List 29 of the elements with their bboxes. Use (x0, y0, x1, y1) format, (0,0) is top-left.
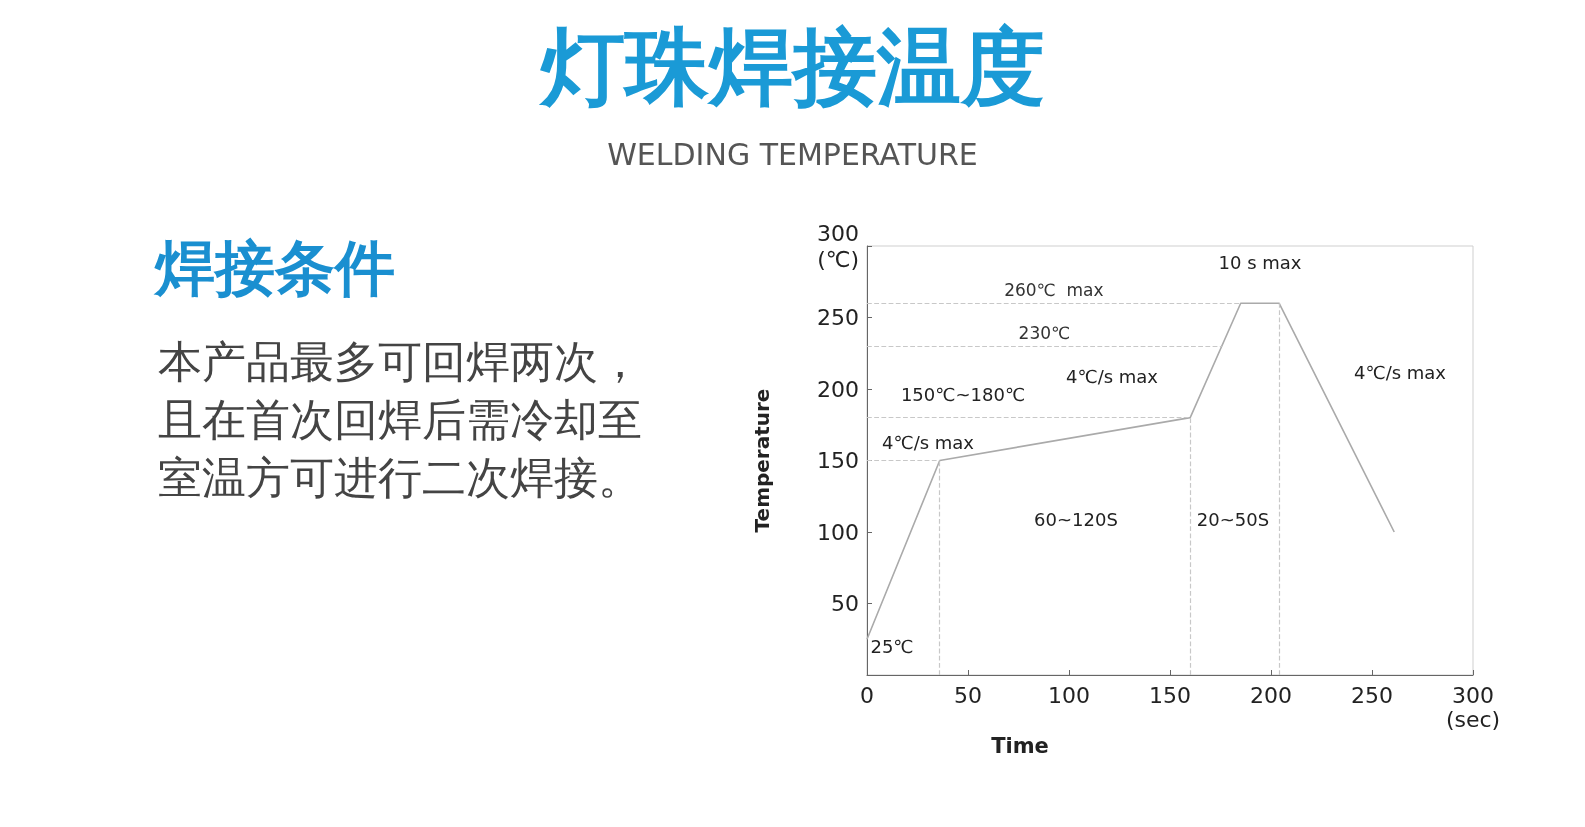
x-tick-label: 0 (860, 682, 874, 708)
annotation: 10 s max (1218, 251, 1302, 273)
y-tick-label: 300 (℃) (817, 220, 859, 272)
chart-subtitle: WELDING TEMPERATURE (607, 136, 978, 172)
x-tick-label: 150 (1149, 682, 1191, 708)
annotation: 4℃/s max (1065, 365, 1159, 387)
annotation: 4℃/s max (1353, 361, 1447, 383)
x-tick-label: 300 (sec) (1445, 682, 1501, 732)
text: 本产品最多可回焊两次，且在首次回焊后需冷却至室温方可进行二次焊接。 (158, 335, 642, 503)
x-tick-label: 200 (1250, 682, 1292, 708)
x-axis-title: Time (991, 734, 1049, 759)
ref-line-label: 230℃ (1018, 322, 1071, 343)
annotation: 4℃/s max (881, 431, 975, 453)
x-tick-label: 100 (1048, 682, 1090, 708)
chart-title: 灯珠焊接温度 (537, 18, 1045, 116)
ref-line-label: 260℃ max (1004, 279, 1104, 300)
annotation: 20~50S (1196, 508, 1270, 530)
x-tick-label: 50 (954, 682, 982, 708)
x-tick-label: 250 (1351, 682, 1393, 708)
text: 焊接条件 (153, 233, 395, 303)
y-tick-label: 50 (831, 591, 859, 616)
y-tick-label: 250 (817, 305, 859, 330)
y-axis-title: Temperature (750, 388, 774, 533)
annotation: 60~120S (1034, 508, 1118, 530)
annotation: 150℃~180℃ (900, 383, 1026, 405)
annotation: 25℃ (870, 635, 914, 657)
y-tick-label: 150 (817, 448, 859, 473)
y-tick-label: 100 (817, 519, 859, 545)
y-tick-label: 200 (817, 376, 859, 402)
